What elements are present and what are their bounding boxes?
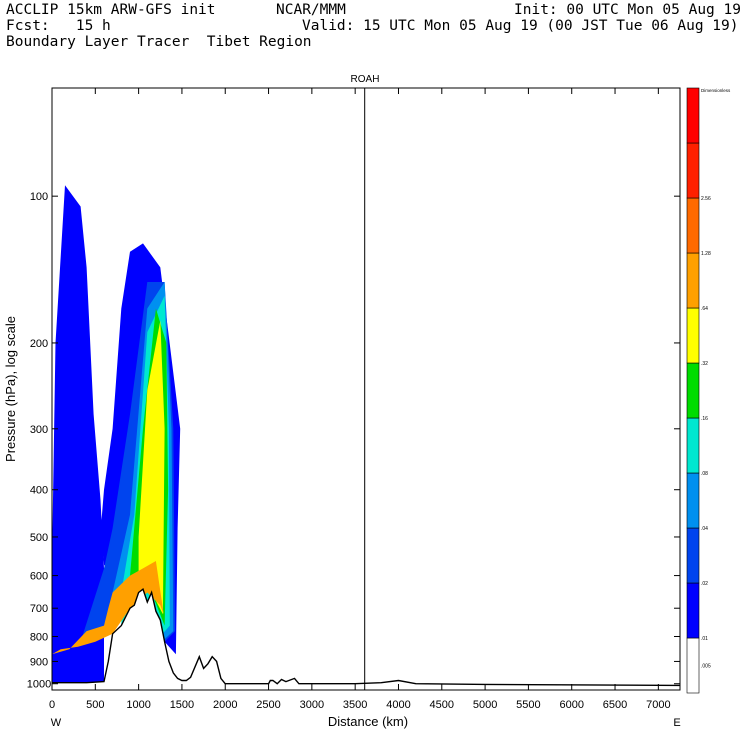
colorbar-swatch	[686, 417, 700, 474]
y-tick-label: 900	[30, 656, 48, 668]
x-tick-label: 5500	[516, 699, 540, 711]
colorbar-swatch	[686, 582, 700, 639]
colorbar-swatch	[686, 142, 700, 199]
tracer-region-7	[52, 561, 164, 655]
colorbar-level-label: .16	[701, 416, 708, 422]
header-model: ACCLIP 15km ARW-GFS init	[6, 2, 216, 18]
y-tick-label: 200	[30, 338, 48, 350]
terrain-mask	[52, 589, 680, 690]
tracer-region-6	[138, 320, 165, 615]
y-tick-label: 300	[30, 424, 48, 436]
header-org: NCAR/MMM	[276, 2, 346, 18]
colorbar-level-label: .005	[701, 664, 711, 670]
y-tick-label: 600	[30, 571, 48, 583]
terrain-line	[52, 588, 681, 687]
x-tick-label: 6500	[603, 699, 627, 711]
header-init: Init: 00 UTC Mon 05 Aug 19	[514, 2, 740, 18]
y-tick-label: 400	[30, 485, 48, 497]
colorbar-level-label: .02	[701, 581, 708, 587]
y-axis-ticks: 100 200 300 400 500 600 700 800 900 1000	[27, 191, 680, 691]
x-tick-label: 3000	[300, 699, 324, 711]
x-axis-label: Distance (km)	[328, 714, 408, 729]
x-start-label: W	[51, 717, 62, 729]
x-tick-label: 5000	[473, 699, 497, 711]
x-tick-label: 6000	[559, 699, 583, 711]
colorbar-level-label: .01	[701, 636, 708, 642]
header-fcst: Fcst: 15 h	[6, 18, 111, 34]
colorbar-swatch	[686, 637, 700, 694]
x-tick-label: 4000	[386, 699, 410, 711]
plot-frame	[51, 87, 681, 691]
colorbar-swatch	[686, 307, 700, 364]
x-axis-ticks: 0 500 1000 1500 2000 2500 3000 3500 4000 4500 5000…	[49, 88, 671, 711]
colorbar-swatch	[686, 362, 700, 419]
colorbar-swatch	[686, 87, 700, 144]
x-tick-label: 500	[86, 699, 104, 711]
colorbar-swatch	[686, 252, 700, 309]
colorbar-swatch	[686, 197, 700, 254]
header-valid: Valid: 15 UTC Mon 05 Aug 19 (00 JST Tue …	[302, 18, 739, 34]
x-tick-label: 7000	[646, 699, 670, 711]
colorbar-level-label: 2.56	[701, 196, 711, 202]
colorbar-level-label: .04	[701, 526, 708, 532]
colorbar-level-label: 1.28	[701, 251, 711, 257]
x-tick-label: 0	[49, 699, 55, 711]
x-end-label: E	[673, 717, 680, 729]
x-tick-label: 1500	[170, 699, 194, 711]
colorbar: .005 .01 .02 .04 .08 .16 .32 .64 1.28 2.56 Dimensi…	[686, 87, 731, 694]
colorbar-title: Dimensionless	[701, 88, 731, 93]
y-tick-label: 700	[30, 603, 48, 615]
y-tick-label: 1000	[27, 679, 51, 691]
y-tick-label: 100	[30, 191, 48, 203]
x-tick-label: 2500	[256, 699, 280, 711]
x-tick-label: 2000	[213, 699, 237, 711]
tracer-shading	[52, 185, 181, 684]
y-tick-label: 500	[30, 532, 48, 544]
tracer-region-0	[52, 185, 104, 684]
x-tick-label: 3500	[343, 699, 367, 711]
colorbar-swatch	[686, 527, 700, 584]
y-tick-label: 800	[30, 631, 48, 643]
colorbar-level-label: .08	[701, 471, 708, 477]
x-tick-label: 1000	[126, 699, 150, 711]
header-field: Boundary Layer Tracer Tibet Region	[6, 34, 312, 50]
chart-title: ROAH	[351, 74, 380, 85]
colorbar-level-label: .32	[701, 361, 708, 367]
colorbar-level-label: .64	[701, 306, 708, 312]
x-tick-label: 4500	[430, 699, 454, 711]
y-axis-label: Pressure (hPa), log scale	[3, 316, 18, 462]
colorbar-swatch	[686, 472, 700, 529]
terrain-layer	[52, 588, 681, 690]
